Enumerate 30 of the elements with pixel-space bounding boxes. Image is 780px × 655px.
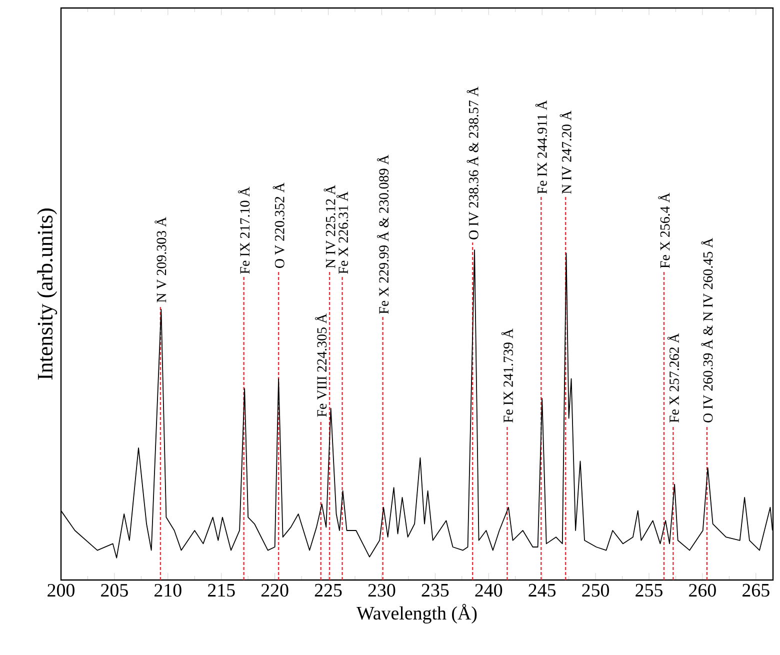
x-tick-label: 230	[368, 584, 396, 597]
ref-line-label: N V 209.303 Å	[154, 216, 166, 302]
x-tick-label: 260	[689, 584, 716, 597]
x-tick-label: 200	[48, 584, 74, 597]
ref-line-label: Fe X 226.31 Å	[336, 191, 348, 274]
x-axis-title: Wavelength (Å)	[356, 604, 477, 624]
ref-line-label: O IV 238.36 Å & 238.57 Å	[466, 86, 478, 240]
ref-line-label: Fe IX 217.10 Å	[238, 186, 250, 274]
ref-line-label: Fe IX 244.911 Å	[535, 100, 547, 194]
ref-line-label: O V 220.352 Å	[272, 182, 284, 268]
x-tick-label: 240	[475, 584, 502, 597]
x-tick-label: 245	[528, 584, 556, 597]
ref-line-label: N IV 225.12 Å	[324, 184, 336, 268]
ref-line-label: Fe VIII 224.305 Å	[315, 314, 327, 417]
ref-line-label: Fe X 256.4 Å	[658, 192, 670, 268]
ref-line-label: Fe IX 241.739 Å	[501, 328, 514, 423]
ref-line-label: Fe X 257.262 Å	[667, 333, 679, 423]
ref-line-label: O IV 260.39 Å & N IV 260.45 Å	[701, 238, 713, 422]
x-tick-label: 205	[101, 584, 128, 597]
x-tick-label: 265	[742, 584, 770, 597]
x-tick-label: 250	[582, 584, 610, 597]
x-tick-label: 235	[422, 584, 449, 597]
x-tick-label: 210	[154, 584, 182, 597]
x-tick-label: 255	[636, 584, 662, 597]
ref-line-label: N IV 247.20 Å	[560, 110, 572, 194]
y-axis-title: Intensity (arb.units)	[37, 208, 58, 380]
ref-line-label: Fe X 229.99 Å & 230.089 Å	[376, 154, 389, 314]
x-tick-label: 215	[208, 584, 235, 597]
x-tick-label: 225	[314, 584, 342, 597]
x-tick-label: 220	[261, 584, 288, 597]
